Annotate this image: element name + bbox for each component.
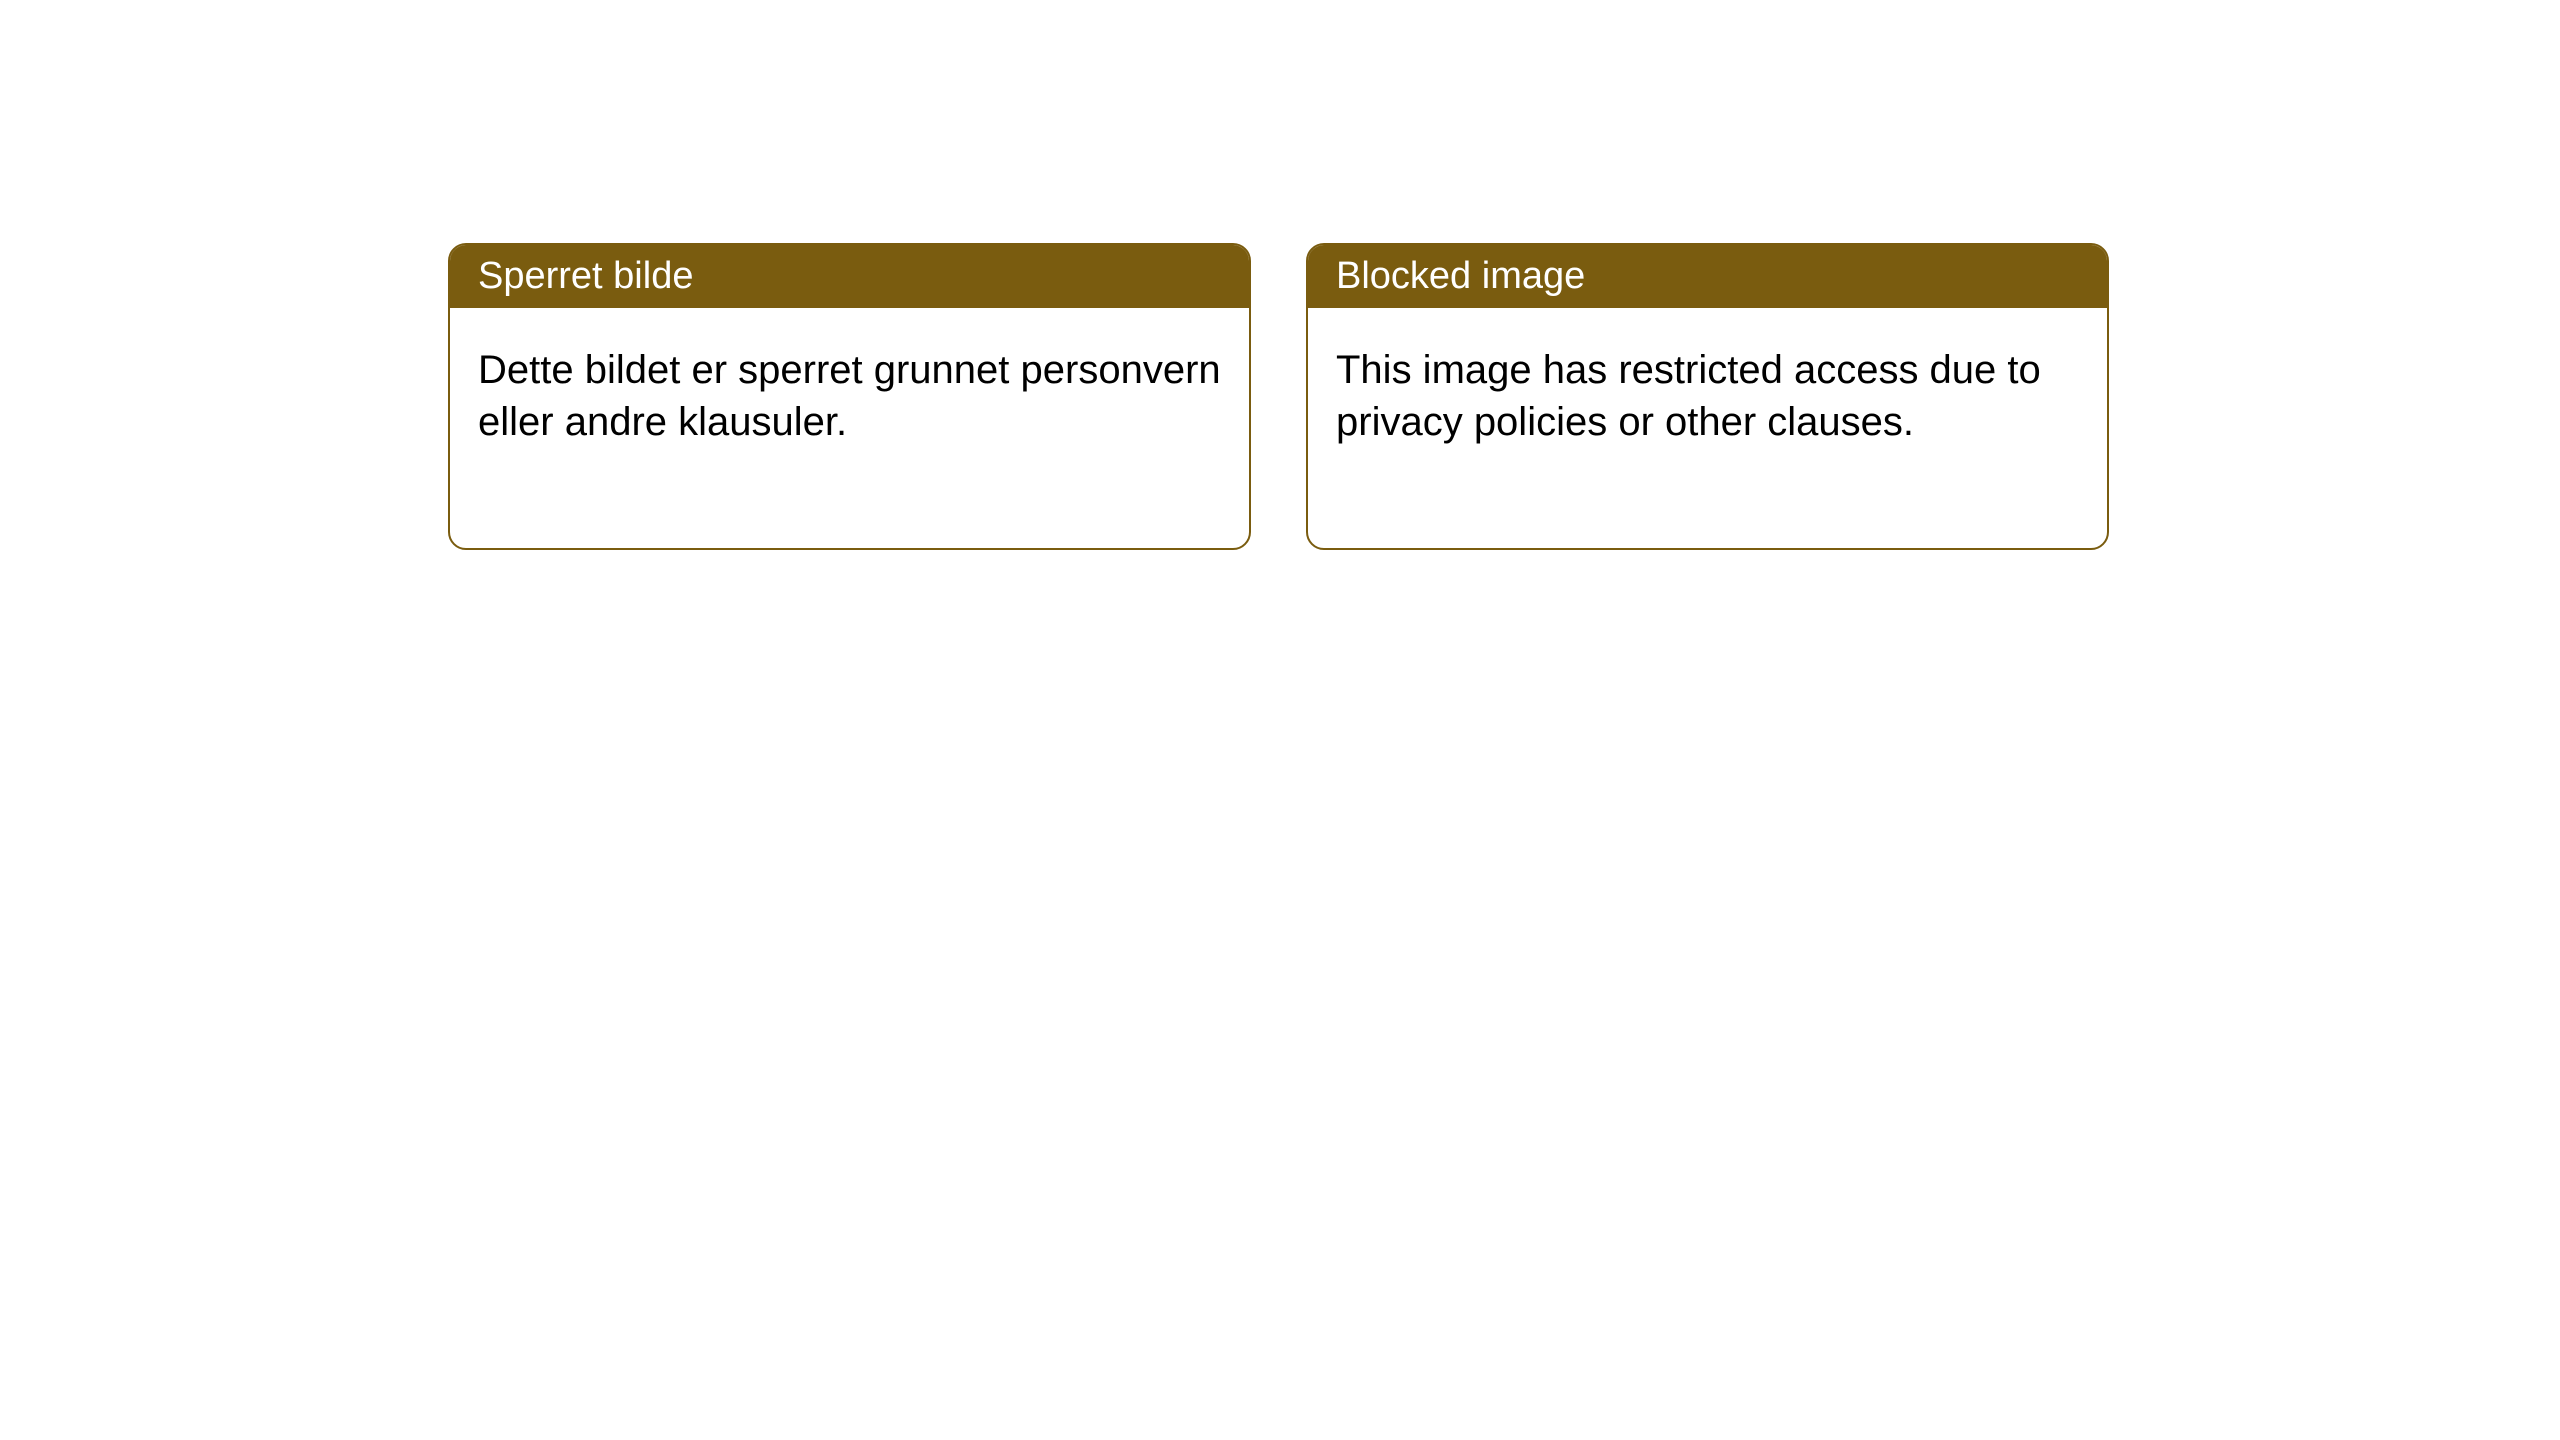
card-message: Dette bildet er sperret grunnet personve…: [478, 348, 1221, 444]
card-body: Dette bildet er sperret grunnet personve…: [450, 308, 1249, 548]
card-header: Sperret bilde: [450, 245, 1249, 308]
card-title: Blocked image: [1336, 255, 1585, 297]
card-header: Blocked image: [1308, 245, 2107, 308]
blocked-image-card-english: Blocked image This image has restricted …: [1306, 243, 2109, 550]
blocked-image-card-norwegian: Sperret bilde Dette bildet er sperret gr…: [448, 243, 1251, 550]
notice-cards-container: Sperret bilde Dette bildet er sperret gr…: [0, 0, 2560, 550]
card-body: This image has restricted access due to …: [1308, 308, 2107, 548]
card-title: Sperret bilde: [478, 255, 693, 297]
card-message: This image has restricted access due to …: [1336, 348, 2041, 444]
